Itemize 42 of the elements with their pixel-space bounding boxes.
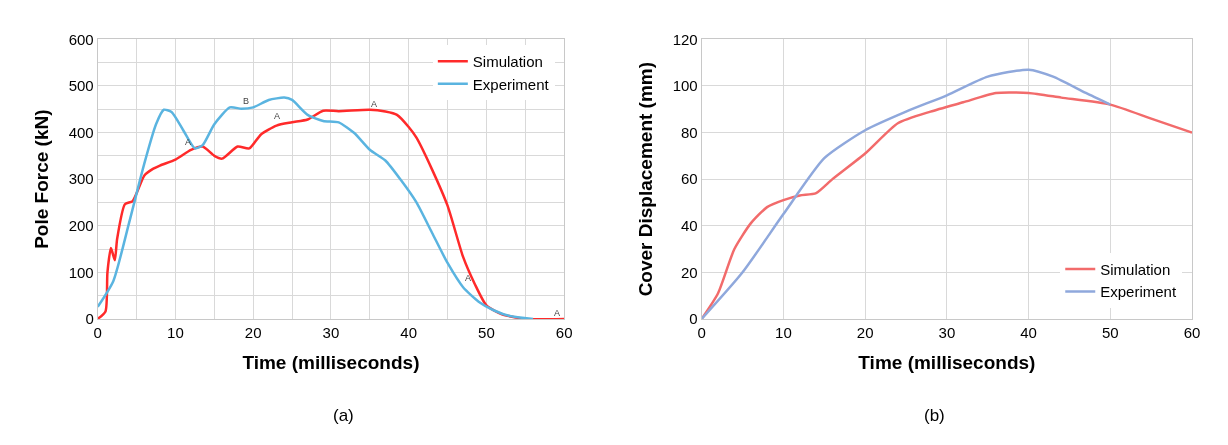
y-tick-label: 40 (681, 216, 698, 234)
y-axis-title: Pole Force (kN) (30, 109, 52, 249)
x-tick-label: 40 (1020, 323, 1037, 341)
y-tick-label: 120 (672, 30, 698, 48)
x-tick-label: 30 (938, 323, 956, 341)
x-tick-label: 50 (1101, 323, 1119, 341)
x-tick-label: 40 (400, 323, 418, 341)
annotation: A (371, 99, 378, 109)
x-tick-label: 10 (167, 323, 184, 341)
y-tick-label: 400 (68, 123, 94, 141)
y-axis-title: Cover Displacement (mm) (634, 61, 656, 297)
y-tick-label: 500 (68, 77, 94, 95)
x-tick-label: 20 (856, 323, 874, 341)
y-tick-label: 100 (68, 263, 94, 281)
legend-label: Simulation (472, 53, 543, 71)
annotation: A (465, 273, 472, 283)
x-tick-label: 10 (775, 323, 792, 341)
legend-label: Experiment (472, 75, 550, 93)
y-tick-label: 600 (68, 30, 94, 48)
x-tick-label: 50 (478, 323, 495, 341)
y-tick-label: 0 (689, 310, 698, 328)
annotation: A (554, 308, 561, 318)
legend-label: Experiment (1100, 283, 1177, 301)
y-tick-label: 60 (681, 170, 698, 188)
x-axis-title: Time (milliseconds) (858, 351, 1036, 373)
text: (b) (924, 406, 945, 425)
line-series (701, 91, 1193, 319)
legend-label: Simulation (1100, 260, 1171, 278)
y-tick-label: 100 (672, 77, 698, 95)
text: (a) (333, 406, 354, 425)
annotation: A (274, 111, 281, 121)
y-tick-label: 20 (681, 263, 698, 281)
annotation: B (243, 96, 250, 106)
y-tick-label: 200 (68, 216, 94, 234)
y-tick-label: 300 (68, 170, 94, 188)
y-tick-label: 80 (681, 123, 698, 141)
x-tick-label: 20 (244, 323, 262, 341)
x-axis-title: Time (milliseconds) (242, 351, 420, 373)
x-tick-label: 30 (322, 323, 340, 341)
y-tick-label: 0 (85, 310, 94, 328)
x-tick-label: 60 (555, 323, 573, 341)
x-tick-label: 60 (1183, 323, 1201, 341)
